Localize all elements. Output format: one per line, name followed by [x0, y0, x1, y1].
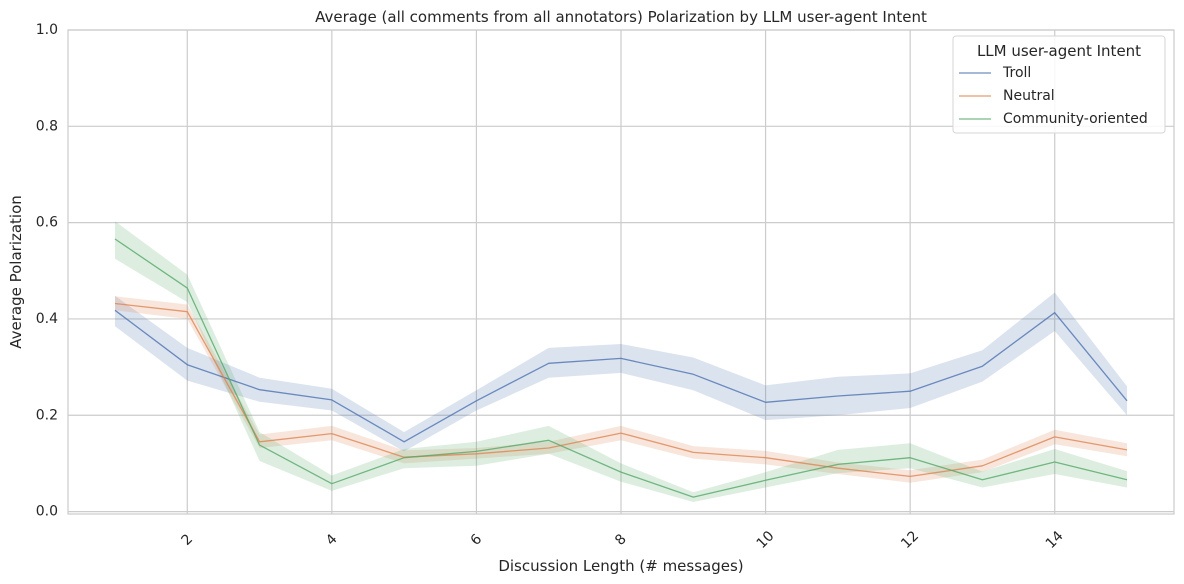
chart-title: Average (all comments from all annotator… [315, 8, 927, 26]
legend-label-troll: Troll [1002, 65, 1031, 81]
y-tick-label: 0.4 [36, 311, 58, 327]
legend: LLM user-agent Intent Troll Neutral Commun… [952, 35, 1166, 134]
plot-area-frame [67, 29, 1175, 515]
y-tick-label: 1.0 [36, 22, 58, 38]
series-lines [114, 238, 1128, 498]
confidence-bands [115, 221, 1127, 502]
gridlines [68, 29, 1174, 514]
legend-label-community-oriented: Community-oriented [1003, 111, 1148, 127]
legend-items: Troll Neutral Community-oriented [959, 65, 1148, 127]
series-line-community-oriented [114, 238, 1128, 498]
series-line-neutral [114, 302, 1128, 478]
legend-frame [952, 35, 1166, 134]
y-tick-label: 0.2 [36, 407, 58, 423]
legend-title: LLM user-agent Intent [977, 42, 1141, 60]
y-axis-title: Average Polarization [7, 195, 25, 349]
y-axis-ticks: 0.0 0.2 0.4 0.6 0.8 1.0 [36, 22, 58, 520]
confidence-band-community-oriented [115, 221, 1127, 502]
legend-label-neutral: Neutral [1003, 88, 1055, 104]
confidence-band-troll [115, 292, 1127, 452]
y-tick-label: 0.8 [36, 118, 58, 134]
y-tick-label: 0.6 [36, 215, 58, 231]
y-tick-label: 0.0 [36, 504, 58, 520]
series-line-troll [114, 309, 1128, 443]
x-axis-title: Discussion Length (# messages) [498, 557, 743, 575]
